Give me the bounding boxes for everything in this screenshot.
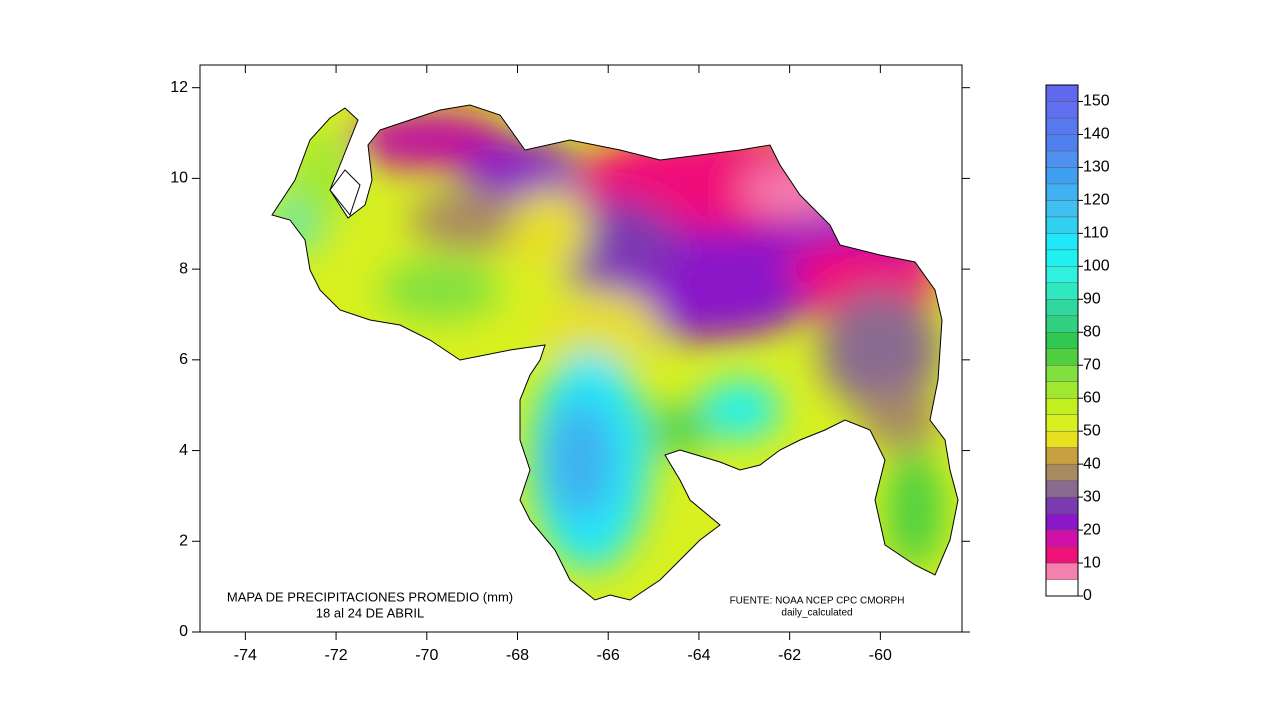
colorbar-tick-label: 90 <box>1083 291 1101 308</box>
colorbar-tick-label: 100 <box>1083 258 1110 275</box>
colorbar-band <box>1045 414 1079 432</box>
colorbar-tick-label: 70 <box>1083 356 1101 373</box>
colorbar-tick-label: 30 <box>1083 488 1101 505</box>
lake-maracaibo <box>329 169 361 217</box>
y-tick-label: 0 <box>179 623 188 640</box>
y-tick-label: 4 <box>179 442 188 459</box>
colorbar-tick-label: 40 <box>1083 455 1101 472</box>
colorbar-band <box>1045 200 1079 218</box>
colorbar-band <box>1045 299 1079 316</box>
source-note: daily_calculated <box>781 608 852 619</box>
colorbar-tick-label: 80 <box>1083 323 1101 340</box>
colorbar-band <box>1045 397 1079 415</box>
colorbar-band <box>1045 348 1079 366</box>
colorbar-band <box>1045 150 1079 168</box>
colorbar-band <box>1045 496 1079 514</box>
colorbar-tick-label: 60 <box>1083 389 1101 406</box>
colorbar-band <box>1045 233 1079 251</box>
y-tick-label: 6 <box>179 351 188 368</box>
colorbar-band <box>1045 562 1079 580</box>
x-tick-label: -70 <box>415 647 438 664</box>
colorbar-band <box>1045 430 1079 448</box>
y-tick-label: 12 <box>170 79 188 96</box>
colorbar-tick-label: 10 <box>1083 554 1101 571</box>
colorbar-tick-label: 120 <box>1083 192 1110 209</box>
colorbar-tick-label: 110 <box>1083 225 1109 242</box>
colorbar-band <box>1045 167 1079 185</box>
colorbar-tick-label: 140 <box>1083 126 1110 143</box>
colorbar-tick-label: 150 <box>1083 93 1110 110</box>
colorbar-frame <box>1045 84 1079 597</box>
colorbar-band <box>1045 447 1079 465</box>
colorbar: 0 10 20 30 40 50 60 70 80 90 100 110 120 130 140 150 <box>1045 84 1110 604</box>
colorbar-band <box>1045 579 1079 597</box>
y-tick-label: 8 <box>179 260 188 277</box>
colorbar-band <box>1045 381 1079 399</box>
colorbar-band <box>1045 513 1079 531</box>
x-tick-label: -64 <box>687 647 710 664</box>
colorbar-band <box>1045 216 1079 234</box>
colorbar-band <box>1045 463 1079 481</box>
colorbar-tick-label: 50 <box>1083 422 1101 439</box>
colorbar-band <box>1045 282 1079 300</box>
map-title: MAPA DE PRECIPITACIONES PROMEDIO (mm) <box>227 589 513 604</box>
x-tick-label: -68 <box>506 647 529 664</box>
y-tick-label: 2 <box>179 532 188 549</box>
colorbar-band <box>1045 249 1079 267</box>
source: FUENTE: NOAA NCEP CPC CMORPH <box>730 596 905 607</box>
x-tick-label: -74 <box>234 647 257 664</box>
colorbar-band <box>1045 332 1079 349</box>
x-tick-label: -60 <box>869 647 892 664</box>
colorbar-band <box>1045 183 1079 201</box>
colorbar-band <box>1045 480 1079 498</box>
colorbar-band <box>1045 101 1079 119</box>
colorbar-tick-label: 20 <box>1083 521 1101 538</box>
colorbar-band <box>1045 315 1079 333</box>
map-period: 18 al 24 DE ABRIL <box>316 605 424 620</box>
x-tick-label: -62 <box>778 647 801 664</box>
axes: -74 -72 -70 -68 -66 -64 -62 -60 0 2 4 6 8 10 12 <box>170 65 970 664</box>
colorbar-band <box>1045 134 1079 152</box>
colorbar-tick-label: 0 <box>1083 587 1092 604</box>
x-tick-label: -66 <box>597 647 620 664</box>
colorbar-band <box>1045 365 1079 382</box>
x-tick-label: -72 <box>325 647 348 664</box>
colorbar-tick-label: 130 <box>1083 159 1110 176</box>
y-tick-label: 10 <box>170 170 188 187</box>
colorbar-band <box>1045 117 1079 135</box>
colorbar-band <box>1045 546 1079 564</box>
colorbar-band <box>1045 529 1079 547</box>
colorbar-band <box>1045 266 1079 284</box>
colorbar-band <box>1045 84 1079 102</box>
